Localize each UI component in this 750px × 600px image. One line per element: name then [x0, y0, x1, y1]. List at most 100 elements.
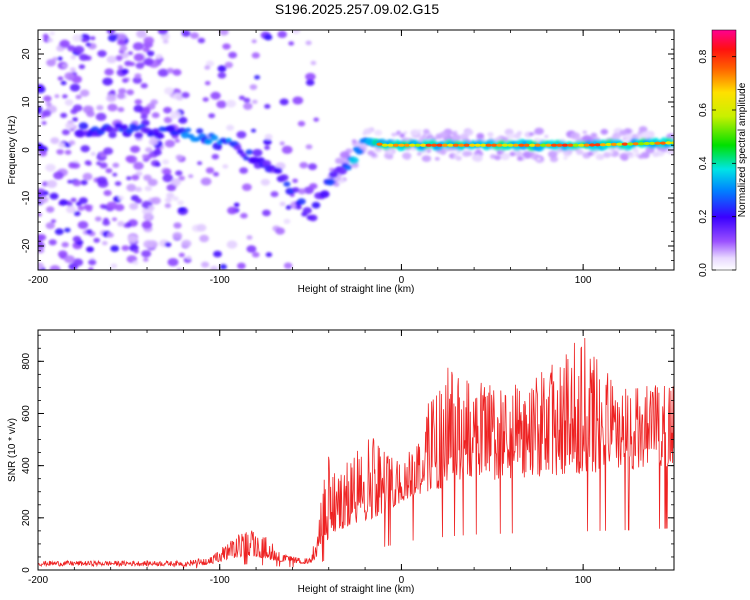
spectrogram-cell [109, 89, 116, 95]
spectrogram-cell [434, 157, 440, 161]
spectrogram-peak-cell [490, 143, 498, 147]
spectrogram-cell [453, 154, 459, 159]
spectrogram-cell [38, 262, 44, 270]
spectrogram-cell [252, 149, 263, 157]
spectrogram-cell [85, 42, 92, 47]
spectrogram-cell [129, 202, 139, 210]
spectrogram-peak-cell [480, 143, 487, 147]
spectrogram-cell [117, 221, 125, 227]
spectrogram-peak-cell [523, 143, 530, 147]
spectrogram-cell [104, 68, 114, 76]
spectrogram-cell [309, 183, 318, 190]
spectrogram-cell [59, 39, 70, 48]
spectrogram-peak-cell [550, 143, 558, 147]
spectrogram-cell [205, 60, 215, 67]
spectrogram-peak-cell [414, 143, 421, 147]
spectrogram-cell [367, 150, 375, 156]
spectrogram-cell [181, 30, 191, 37]
spectrogram-peak-cell [621, 142, 629, 146]
spectrogram-cell [112, 127, 119, 133]
spectrogram-cell [117, 65, 124, 70]
spectrogram-cell [45, 222, 55, 230]
spectrogram-peak-cell [534, 143, 541, 147]
spectrogram-cell [140, 114, 148, 120]
spectrogram-cell [106, 201, 118, 210]
spectrogram-cell [102, 77, 113, 86]
spectrogram-cell [162, 39, 169, 44]
spectrogram-cell [243, 102, 253, 110]
spectrogram-cell [152, 128, 160, 134]
spectrogram-cell [265, 252, 273, 258]
spectrogram-peak-cell [512, 143, 520, 147]
spectrogram-cell [59, 199, 68, 206]
spectrogram-cell [224, 61, 233, 69]
spectrogram-cell [292, 187, 300, 193]
spectrogram-cell [246, 235, 253, 240]
spectrogram-cell [48, 239, 57, 246]
spectrogram-cell [237, 262, 246, 270]
spectrogram-cell [337, 167, 348, 175]
spectrogram-cell [62, 94, 68, 99]
y-tick-label: 800 [21, 353, 32, 370]
x-tick-label: 0 [399, 575, 405, 586]
spectrogram-cell [93, 237, 100, 243]
spectrogram-cell [355, 148, 364, 155]
spectrogram-cell [509, 151, 516, 157]
spectrogram-cell [464, 129, 474, 136]
spectrogram-cell [263, 138, 272, 146]
spectrogram-cell [61, 63, 68, 68]
spectrogram-cell [121, 68, 129, 75]
spectrogram-cell [313, 117, 320, 122]
spectrogram-cell [120, 124, 129, 131]
spectrogram-peak-cell [540, 143, 547, 147]
spectrogram-cell [173, 222, 182, 229]
spectrogram-cell [64, 227, 71, 233]
spectrogram-cell [85, 229, 93, 235]
spectrogram-cell [325, 178, 336, 186]
spectrogram-cell [88, 259, 97, 266]
x-tick-label: -200 [28, 275, 48, 286]
spectrogram-cell [49, 192, 59, 200]
spectrogram-cell [78, 122, 89, 130]
spectrogram-cell [246, 245, 257, 253]
spectrogram-peak-cell [474, 143, 481, 147]
spectrogram-cell [238, 95, 245, 101]
spectrogram-cell [142, 221, 151, 228]
spectrogram-cell [514, 151, 523, 157]
spectrogram-cell [251, 128, 256, 133]
spectrogram-peak-cell [420, 143, 427, 147]
spectrogram-peak-cell [627, 142, 634, 146]
spectrogram-cell [45, 163, 56, 172]
spectrogram-cell [285, 205, 292, 210]
spectrogram-cell [38, 84, 45, 91]
spectrogram-cell [641, 131, 651, 139]
spectrogram-cell [233, 202, 240, 207]
spectrogram-cell [79, 53, 89, 61]
spectrogram-cell [131, 174, 140, 181]
spectrogram-cell [202, 97, 209, 102]
spectrogram-cell [219, 264, 227, 270]
spectrogram-cell [387, 154, 394, 160]
spectrogram-peak-cell [425, 143, 432, 147]
spectrogram-peak-cell [567, 143, 574, 147]
spectrogram-cell [114, 181, 122, 187]
spectrogram-cell [262, 160, 272, 167]
spectrogram-cell [476, 133, 485, 139]
spectrogram-cell [133, 53, 145, 62]
spectrogram-cell [133, 249, 139, 254]
spectrogram-peak-cell [561, 143, 569, 147]
spectrogram-cell [116, 92, 126, 100]
spectrogram-cell [612, 132, 622, 140]
bottom-y-axis-label: SNR (10 * v/v) [7, 418, 18, 482]
spectrogram-cell [67, 45, 76, 52]
spectrogram-peak-cell [545, 143, 552, 147]
colorbar-label: Normalized spectral amplitude [737, 82, 748, 217]
spectrogram-cell [143, 36, 155, 45]
spectrogram-cell [188, 174, 194, 179]
spectrogram-cell [164, 203, 172, 209]
spectrogram-cell [575, 149, 584, 155]
spectrogram-cell [205, 167, 215, 174]
spectrogram-cell [603, 152, 611, 158]
spectrogram-cell [68, 162, 77, 169]
spectrogram-cell [399, 134, 405, 138]
